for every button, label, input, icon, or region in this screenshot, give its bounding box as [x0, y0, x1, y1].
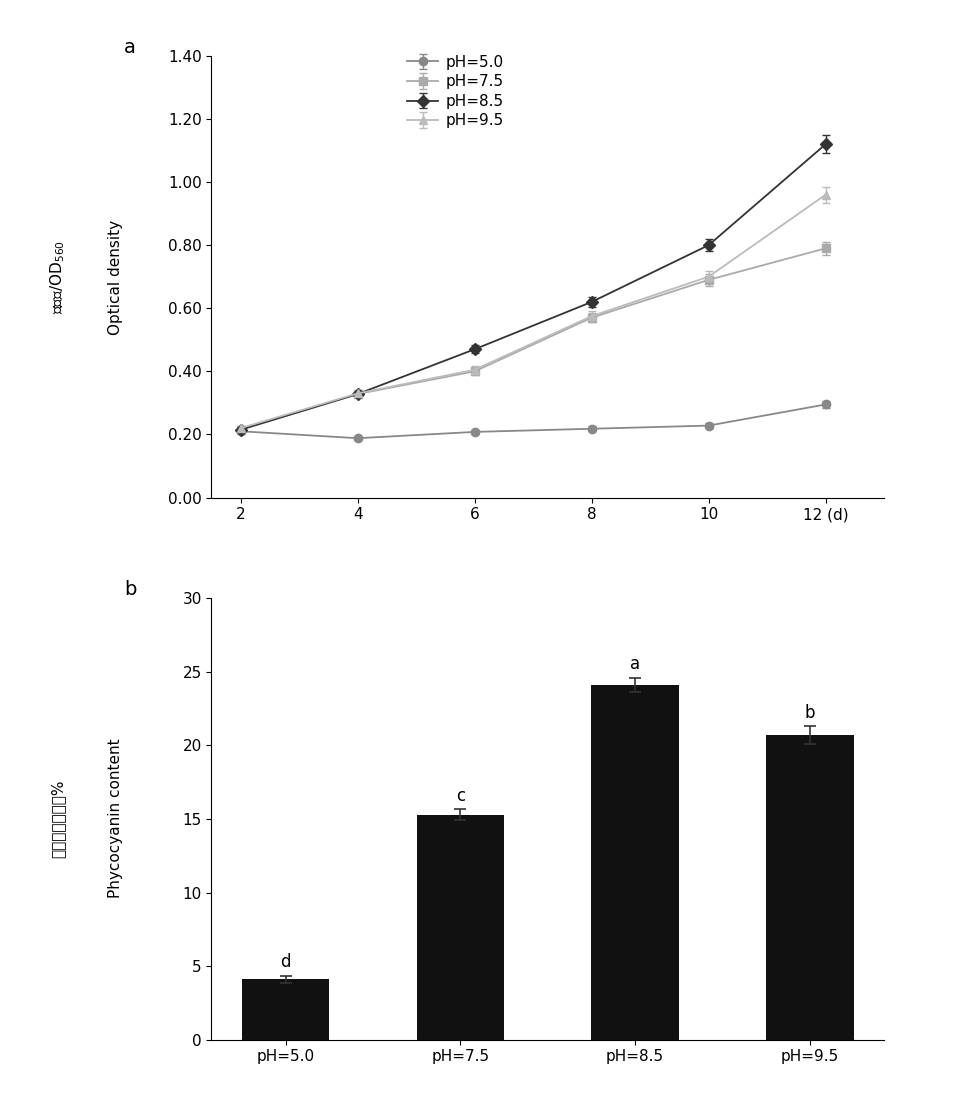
- Text: a: a: [124, 38, 136, 57]
- Text: 藻蓝蛋白含量／%: 藻蓝蛋白含量／%: [50, 779, 65, 858]
- Text: a: a: [630, 655, 640, 673]
- Text: 光密度/OD$_{560}$: 光密度/OD$_{560}$: [48, 240, 67, 314]
- Bar: [417, 815, 505, 1040]
- Text: Optical density: Optical density: [108, 220, 123, 334]
- Text: c: c: [456, 787, 465, 805]
- Legend: pH=5.0, pH=7.5, pH=8.5, pH=9.5: pH=5.0, pH=7.5, pH=8.5, pH=9.5: [407, 55, 504, 129]
- Text: b: b: [124, 580, 136, 599]
- Text: d: d: [281, 954, 291, 972]
- Text: b: b: [804, 703, 815, 722]
- Bar: [591, 685, 678, 1040]
- Text: Phycocyanin content: Phycocyanin content: [108, 739, 123, 898]
- Bar: [242, 979, 330, 1040]
- Bar: [766, 735, 853, 1040]
